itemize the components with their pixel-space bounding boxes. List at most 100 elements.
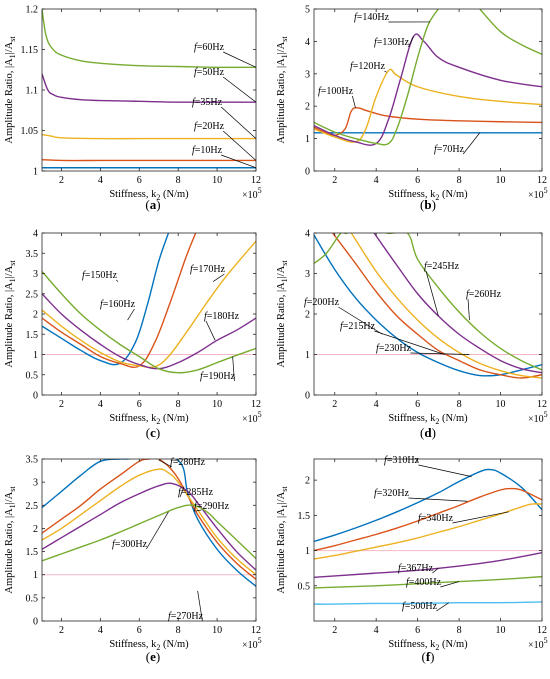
series-line-f-100hz xyxy=(314,107,542,137)
y-tick-label: 3 xyxy=(305,269,310,280)
x-tick-label: 8 xyxy=(176,175,181,186)
x-tick-label: 2 xyxy=(332,625,337,636)
y-tick-label: 0 xyxy=(33,391,38,402)
x-tick-label: 6 xyxy=(415,625,420,636)
curve-label: f=320Hz xyxy=(374,488,410,499)
curve-label: f=215Hz xyxy=(340,321,376,332)
series-line-f-260hz xyxy=(314,233,542,371)
axes-box xyxy=(313,458,543,622)
y-tick-label: 1 xyxy=(33,350,38,361)
x-tick-label: 12 xyxy=(251,625,261,636)
label-leader-line xyxy=(116,279,119,282)
panel-caption: (a) xyxy=(145,197,160,212)
chart-panel-c: 2 4 6 8 10 12 0 0.5 1 1.5 2 2.5 3 3.5 4 ×105 Stiffness, … xyxy=(4,229,262,441)
label-leader-line xyxy=(220,106,257,139)
y-axis-label: Amplitude Ratio, |A1|/Ast xyxy=(4,36,17,144)
x-multiplier: ×105 xyxy=(242,636,262,651)
label-leader-line xyxy=(222,130,257,161)
label-leader-line xyxy=(436,602,449,612)
series-line-f-20hz xyxy=(42,158,256,162)
series-line-f-400hz xyxy=(314,575,542,589)
label-leader-line xyxy=(338,306,383,335)
x-tick-label: 6 xyxy=(137,625,142,636)
series-line-f-160hz xyxy=(42,233,197,368)
curve-label: f=120Hz xyxy=(350,61,386,72)
y-tick-label: 3 xyxy=(305,69,310,80)
y-tick-label: 1 xyxy=(33,570,38,581)
curve-label: f=150Hz xyxy=(82,270,118,281)
y-tick-label: 1.5 xyxy=(298,511,311,522)
y-tick-label: 1.2 xyxy=(26,5,39,16)
curve-label: f=140Hz xyxy=(354,12,390,23)
series-line-f-367hz xyxy=(314,551,542,579)
panel-caption: (f) xyxy=(421,649,434,664)
y-tick-label: 4 xyxy=(305,229,310,240)
y-tick-label: 2 xyxy=(305,102,310,113)
label-leader-line xyxy=(432,567,439,574)
y-tick-label: 2 xyxy=(305,310,310,321)
y-tick-label: 1.1 xyxy=(26,86,39,97)
x-tick-label: 2 xyxy=(59,175,64,186)
y-tick-label: 0.5 xyxy=(298,581,311,592)
y-tick-label: 5 xyxy=(305,5,310,16)
label-leader-line xyxy=(158,459,173,468)
label-leader-line xyxy=(440,581,460,588)
panel-caption: (c) xyxy=(146,425,160,440)
y-tick-label: 0 xyxy=(305,391,310,402)
curve-label: f=270Hz xyxy=(168,611,204,622)
series-line-f-340hz xyxy=(314,503,542,560)
x-tick-label: 4 xyxy=(374,399,379,410)
curve-label: f=20Hz xyxy=(194,121,225,132)
curve-label: f=100Hz xyxy=(318,86,354,97)
x-tick-label: 8 xyxy=(457,625,462,636)
curve-label: f=170Hz xyxy=(190,264,226,275)
y-axis-label: Amplitude Ratio, |A1|/Ast xyxy=(4,486,17,594)
label-leader-line xyxy=(213,273,225,282)
x-axis-label: Stiffness, k2 (N/m) xyxy=(109,413,189,426)
x-tick-label: 2 xyxy=(59,399,64,410)
x-tick-label: 2 xyxy=(332,399,337,410)
y-tick-label: 3.5 xyxy=(26,249,39,260)
label-leader-line xyxy=(146,511,169,550)
x-multiplier: ×105 xyxy=(528,636,548,651)
x-tick-label: 6 xyxy=(415,175,420,186)
panel-caption: (d) xyxy=(420,425,436,440)
x-tick-label: 8 xyxy=(176,399,181,410)
y-tick-label: 1.5 xyxy=(26,330,39,341)
chart-panel-e: 2 4 6 8 10 12 0 0.5 1 1.5 2 2.5 3 3.5 ×105 Stiffness, k… xyxy=(4,455,262,665)
label-leader-line xyxy=(223,51,257,68)
series-line-f-170hz xyxy=(42,240,256,369)
label-leader-line xyxy=(197,590,203,622)
y-tick-label: 2 xyxy=(305,476,310,487)
x-axis-label: Stiffness, k2 (N/m) xyxy=(109,189,189,202)
series-line-f-215hz xyxy=(332,233,542,379)
x-axis-label: Stiffness, k2 (N/m) xyxy=(388,413,468,426)
series-line-f-245hz xyxy=(373,233,542,374)
x-tick-label: 6 xyxy=(137,399,142,410)
label-leader-line xyxy=(195,509,202,512)
label-leader-line xyxy=(205,320,216,341)
x-tick-label: 6 xyxy=(415,399,420,410)
curve-label: f=130Hz xyxy=(374,37,410,48)
x-multiplier: ×105 xyxy=(528,186,548,201)
label-leader-line xyxy=(232,356,235,382)
x-axis-label: Stiffness, k2 (N/m) xyxy=(388,639,468,652)
y-axis-label: Amplitude Ratio, |A1|/Ast xyxy=(276,36,289,144)
curve-label: f=50Hz xyxy=(194,67,225,78)
series-line-f-270hz xyxy=(42,459,256,587)
y-tick-label: 3.5 xyxy=(26,455,39,466)
series-line-f-120hz xyxy=(314,68,542,143)
x-tick-label: 4 xyxy=(374,625,379,636)
x-tick-label: 4 xyxy=(98,625,103,636)
series-line-f-140hz xyxy=(314,9,439,146)
label-leader-line xyxy=(222,76,257,103)
series-line-f-300hz xyxy=(42,504,256,562)
x-tick-label: 12 xyxy=(537,399,547,410)
label-leader-line xyxy=(462,132,481,155)
series-line-f-320hz xyxy=(314,487,542,552)
x-tick-label: 4 xyxy=(374,175,379,186)
axes-box xyxy=(41,8,257,172)
series-line-f-280hz xyxy=(42,459,256,580)
series-line-f-190hz xyxy=(42,271,256,374)
